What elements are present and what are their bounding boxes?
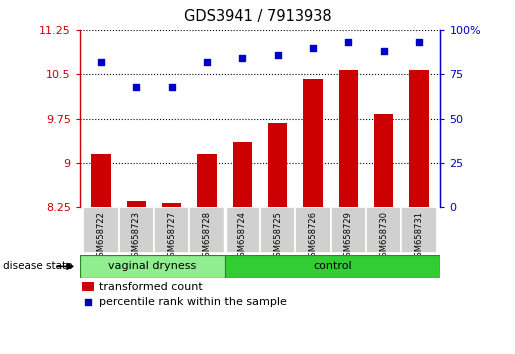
Text: GSM658724: GSM658724	[238, 211, 247, 262]
Point	[309, 45, 317, 51]
Bar	[331, 207, 366, 253]
Text: GSM658731: GSM658731	[415, 211, 424, 262]
Text: disease state: disease state	[3, 261, 72, 272]
Bar	[366, 207, 402, 253]
Text: percentile rank within the sample: percentile rank within the sample	[99, 297, 287, 307]
Bar	[402, 207, 437, 253]
Text: GSM658727: GSM658727	[167, 211, 176, 262]
Point	[273, 52, 282, 58]
Point	[415, 40, 423, 45]
Text: GSM658730: GSM658730	[379, 211, 388, 262]
Bar	[225, 255, 440, 278]
Bar	[83, 207, 118, 253]
Text: control: control	[313, 261, 352, 272]
Bar	[118, 207, 154, 253]
Text: vaginal dryness: vaginal dryness	[108, 261, 196, 272]
Text: GSM658722: GSM658722	[96, 211, 106, 262]
Point	[132, 84, 141, 90]
Text: GSM658725: GSM658725	[273, 211, 282, 262]
Text: transformed count: transformed count	[99, 282, 202, 292]
Bar	[374, 114, 393, 207]
Point	[167, 84, 176, 90]
Bar	[82, 282, 94, 291]
Bar	[303, 79, 323, 207]
Bar	[154, 207, 190, 253]
Text: GSM658726: GSM658726	[308, 211, 318, 262]
Text: GDS3941 / 7913938: GDS3941 / 7913938	[184, 9, 331, 24]
Bar	[225, 207, 260, 253]
Bar	[190, 207, 225, 253]
Point	[345, 40, 353, 45]
Bar	[339, 70, 358, 207]
Point	[238, 56, 247, 61]
Point	[203, 59, 211, 65]
Bar	[80, 255, 225, 278]
Bar	[162, 203, 181, 207]
Point	[84, 299, 92, 304]
Point	[97, 59, 105, 65]
Bar	[268, 123, 287, 207]
Bar	[260, 207, 296, 253]
Bar	[197, 154, 217, 207]
Text: GSM658728: GSM658728	[202, 211, 212, 262]
Text: GSM658729: GSM658729	[344, 211, 353, 262]
Bar	[91, 154, 111, 207]
Point	[380, 48, 388, 54]
Bar	[233, 142, 252, 207]
Text: GSM658723: GSM658723	[132, 211, 141, 262]
Bar	[296, 207, 331, 253]
Bar	[127, 201, 146, 207]
Bar	[409, 70, 429, 207]
